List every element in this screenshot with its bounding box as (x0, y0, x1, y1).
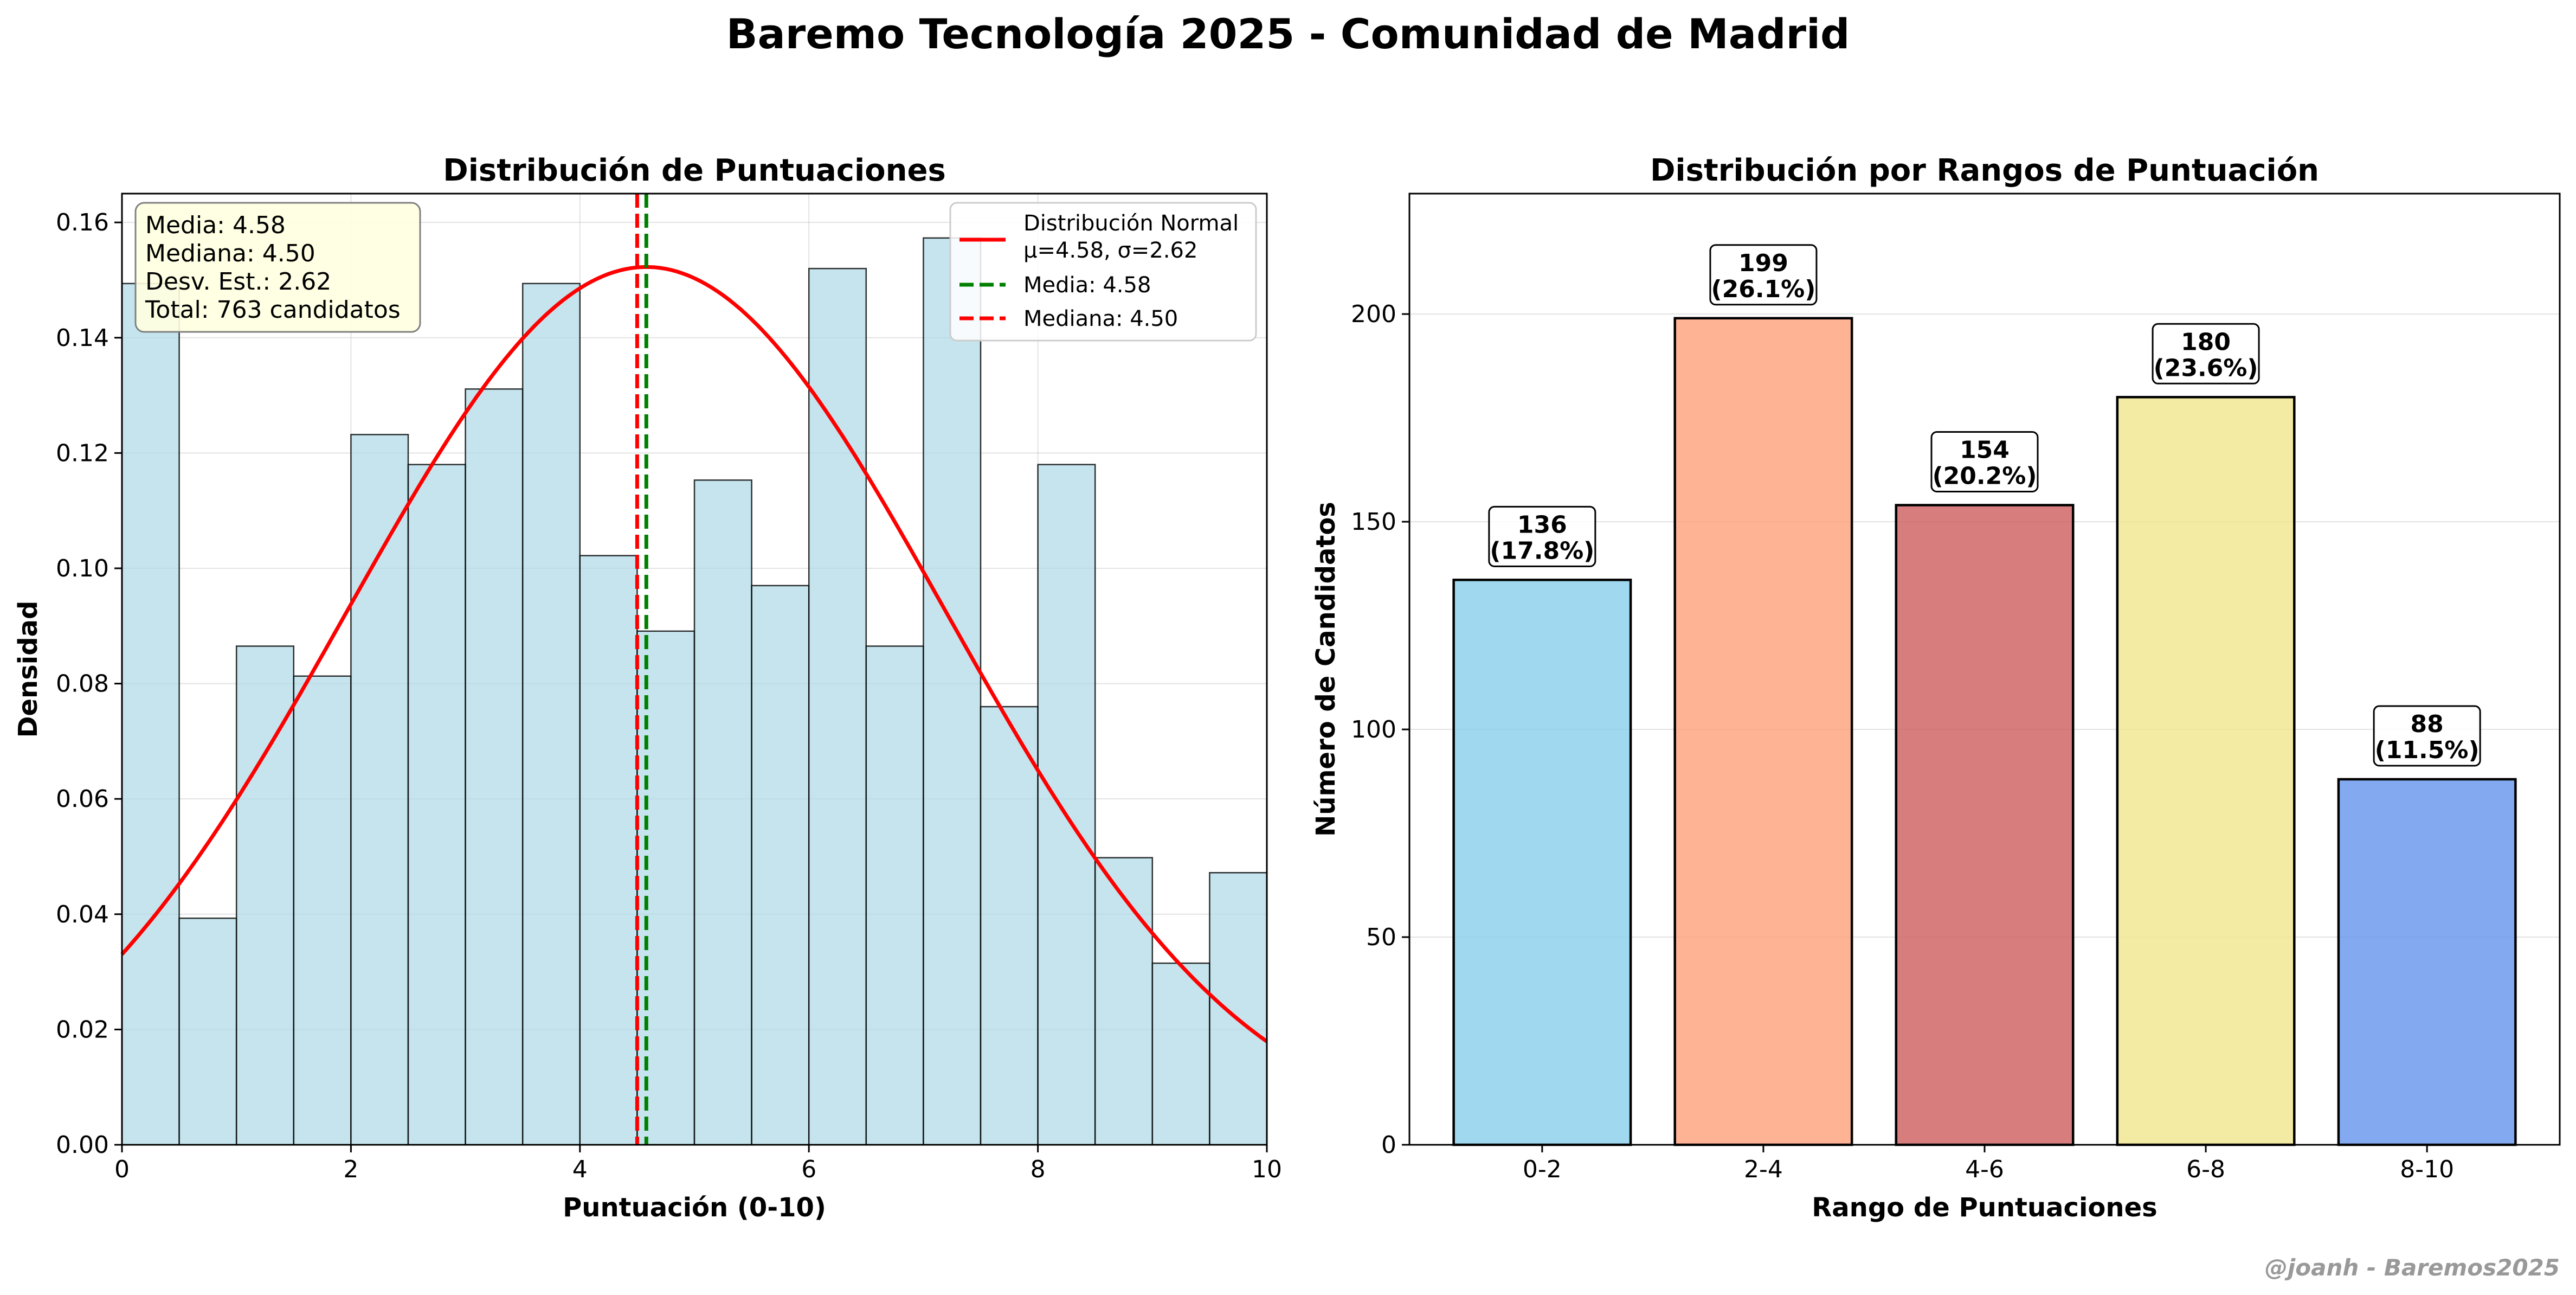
histogram-bar (751, 585, 810, 1146)
bar-value-label: 199(26.1%) (1709, 244, 1818, 306)
histogram-chart: 0 2 4 6 8 10 0.00 0.02 0.04 0.06 0.08 0.10 0.12 0.14 0… (13, 153, 1282, 1223)
x-tick-label: 4 (572, 1156, 588, 1183)
y-tick-label: 0.06 (56, 785, 109, 813)
x-tick-label: 0-2 (1523, 1156, 1562, 1183)
stats-box-background (134, 202, 421, 333)
stats-box-line: Mediana: 4.50 (145, 240, 315, 267)
histogram-bar (865, 645, 924, 1146)
bar-count-label: 199 (1738, 249, 1788, 277)
x-tick-label: 6 (801, 1156, 816, 1183)
histogram-bar (579, 555, 638, 1146)
histogram-bar (808, 267, 867, 1146)
legend-label-params: μ=4.58, σ=2.62 (1023, 238, 1197, 263)
x-tick-label: 8 (1031, 1156, 1046, 1183)
bar-percent-label: (20.2%) (1933, 462, 2037, 490)
chart-title: Distribución de Puntuaciones (443, 153, 946, 188)
y-tick-label: 0.04 (56, 901, 109, 928)
legend-label-normal: Distribución Normal (1023, 211, 1239, 236)
histogram-bar (1209, 871, 1268, 1146)
bar-label-box (1709, 244, 1818, 306)
range-bar (1452, 579, 1632, 1146)
stats-box-line: Desv. Est.: 2.62 (145, 268, 331, 296)
x-tick-label: 2 (343, 1156, 358, 1183)
x-axis-label: Rango de Puntuaciones (1812, 1193, 2157, 1223)
bar-percent-label: (17.8%) (1490, 537, 1594, 565)
y-tick-label: 0.14 (56, 324, 109, 352)
range-bar (2337, 778, 2517, 1146)
legend-label-median: Mediana: 4.50 (1023, 306, 1178, 331)
stats-box-line: Total: 763 candidatos (145, 296, 401, 324)
histogram-bar (350, 434, 409, 1146)
bar-label-box (1488, 505, 1596, 567)
y-tick-label: 0.16 (56, 209, 109, 236)
range-bar-chart: 136(17.8%) 199(26.1%) 154(20.2%) 180(23.6%)… (1311, 153, 2561, 1223)
y-tick-label: 200 (1351, 300, 1396, 328)
y-tick-label: 150 (1351, 508, 1396, 536)
histogram-bar (1094, 857, 1154, 1146)
y-tick-label: 0.12 (56, 439, 109, 467)
y-tick-label: 0.00 (56, 1131, 109, 1159)
y-tick-label: 0.08 (56, 670, 109, 698)
axes-frame (121, 193, 1268, 1146)
histogram-bar (235, 645, 295, 1146)
histogram-bar (178, 917, 237, 1146)
histogram-bar (407, 464, 466, 1146)
range-bar (1673, 317, 1853, 1146)
bar-count-label: 88 (2411, 710, 2444, 738)
histogram-bar (693, 479, 752, 1146)
histogram-bar (465, 388, 524, 1146)
y-tick-label: 100 (1351, 716, 1396, 743)
bar-value-label: 180(23.6%) (2152, 323, 2260, 384)
y-axis-label: Número de Candidatos (1311, 502, 1341, 837)
legend-frame (949, 202, 1257, 342)
x-tick-label: 8-10 (2400, 1156, 2454, 1183)
histogram-bar (980, 706, 1039, 1146)
bar-value-label: 88(11.5%) (2373, 705, 2481, 767)
bar-count-label: 154 (1960, 436, 2010, 464)
histogram-bar (121, 283, 180, 1146)
y-tick-label: 0 (1381, 1131, 1396, 1159)
x-tick-label: 4-6 (1965, 1156, 2004, 1183)
chart-title: Distribución por Rangos de Puntuación (1650, 153, 2319, 188)
stats-box-line: Media: 4.58 (145, 211, 286, 239)
range-bar (1895, 504, 2075, 1146)
histogram-bar (521, 283, 581, 1146)
histogram-bar (293, 675, 352, 1146)
legend-label-mean: Media: 4.58 (1023, 273, 1151, 298)
figure-title: Baremo Tecnología 2025 - Comunidad de Ma… (726, 10, 1850, 58)
bar-percent-label: (11.5%) (2375, 736, 2480, 764)
bar-label-box (2373, 705, 2481, 767)
watermark: @joanh - Baremos2025 (2264, 1254, 2560, 1281)
x-tick-label: 2-4 (1744, 1156, 1783, 1183)
range-bar (2116, 396, 2296, 1146)
bar-value-label: 136(17.8%) (1488, 505, 1596, 567)
y-tick-label: 0.02 (56, 1016, 109, 1043)
bar-value-label: 154(20.2%) (1930, 431, 2039, 492)
x-tick-label: 0 (114, 1156, 130, 1183)
bar-count-label: 136 (1517, 511, 1567, 538)
y-axis-label: Densidad (13, 601, 43, 738)
histogram-bar (923, 237, 982, 1146)
bar-label-box (1930, 431, 2039, 492)
y-tick-label: 50 (1366, 924, 1396, 951)
y-tick-label: 0.10 (56, 555, 109, 582)
x-tick-label: 6-8 (2186, 1156, 2225, 1183)
x-axis-label: Puntuación (0-10) (563, 1193, 826, 1223)
bar-percent-label: (26.1%) (1711, 275, 1815, 303)
bar-percent-label: (23.6%) (2154, 354, 2258, 382)
histogram-bar (1037, 464, 1096, 1146)
x-tick-label: 10 (1252, 1156, 1282, 1183)
bar-count-label: 180 (2181, 328, 2231, 356)
normal-distribution-curve (120, 265, 1268, 1043)
bar-label-box (2152, 323, 2260, 384)
histogram-bar (1151, 962, 1210, 1146)
